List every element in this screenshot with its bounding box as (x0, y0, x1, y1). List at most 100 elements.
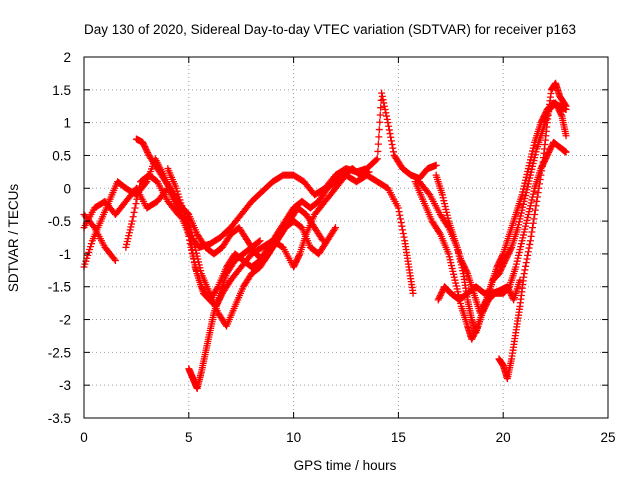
data-point-marker (522, 259, 530, 267)
data-point-marker (396, 215, 404, 223)
data-point-marker (131, 204, 139, 212)
data-point-marker (399, 226, 407, 234)
data-point-marker (529, 224, 537, 232)
data-point-marker (530, 215, 538, 223)
data-point-marker (524, 248, 532, 256)
data-point-marker (318, 235, 326, 243)
y-tick-label: -2 (59, 313, 71, 328)
y-tick-label: -1.5 (48, 280, 71, 295)
data-point-marker (374, 147, 382, 155)
data-point-marker (111, 256, 119, 264)
data-point-marker (425, 189, 433, 197)
data-point-marker (536, 180, 544, 188)
data-point-marker (384, 119, 392, 127)
data-point-marker (132, 200, 140, 208)
data-point-marker (528, 228, 536, 236)
data-point-marker (135, 186, 143, 194)
data-point-marker (381, 106, 389, 114)
data-point-marker (375, 126, 383, 134)
data-point-marker (516, 276, 524, 284)
y-tick-label: 1 (63, 116, 71, 131)
data-point-marker (387, 137, 395, 145)
data-point-marker (183, 221, 191, 229)
y-tick-label: -2.5 (48, 345, 71, 360)
data-point-marker (136, 182, 144, 190)
y-tick-labels: -3.5 -3 -2.5 -2 -1.5 -1 -0.5 0 0.5 1 1.5 2 (48, 50, 71, 426)
data-point-marker (399, 229, 407, 237)
data-point-marker (383, 115, 391, 123)
data-point-marker (507, 245, 515, 253)
data-point-marker (130, 208, 138, 216)
data-point-marker (378, 92, 386, 100)
x-tick-label: 20 (496, 430, 511, 445)
data-point-marker (183, 225, 191, 233)
data-point-marker (396, 211, 404, 219)
data-point-marker (134, 191, 142, 199)
data-point-marker (526, 237, 534, 245)
data-point-marker (385, 122, 393, 130)
data-point-marker (376, 111, 384, 119)
series-trace-11 (434, 276, 524, 304)
x-tick-label: 5 (185, 430, 193, 445)
data-point-marker (397, 219, 405, 227)
data-point-marker (376, 118, 384, 126)
data-point-marker (435, 229, 443, 237)
axis-ticks (83, 56, 609, 419)
data-point-marker (185, 236, 193, 244)
data-point-marker (463, 268, 471, 276)
data-point-marker (537, 171, 545, 179)
series-trace-7 (185, 237, 264, 392)
y-tick-label: -3.5 (48, 411, 71, 426)
data-point-marker (562, 102, 570, 110)
data-point-marker (182, 218, 190, 226)
series-trace-6 (164, 165, 373, 304)
data-point-marker (256, 237, 264, 245)
data-point-marker (319, 237, 327, 245)
data-point-marker (531, 211, 539, 219)
data-point-marker (531, 206, 539, 214)
data-point-marker (522, 262, 530, 270)
chart-title: Day 130 of 2020, Sidereal Day-to-day VTE… (84, 22, 576, 37)
data-point-marker (562, 132, 570, 140)
x-tick-label: 25 (600, 430, 615, 445)
data-point-marker (89, 222, 97, 230)
data-point-marker (473, 324, 481, 332)
data-point-marker (133, 195, 141, 203)
x-tick-label: 15 (391, 430, 406, 445)
data-point-marker (185, 232, 193, 240)
data-marks (80, 79, 570, 392)
data-point-marker (520, 270, 528, 278)
y-tick-label: 0 (63, 181, 71, 196)
data-point-marker (527, 232, 535, 240)
data-point-marker (388, 141, 396, 149)
y-tick-label: -0.5 (48, 214, 71, 229)
data-point-marker (295, 251, 303, 259)
data-point-marker (395, 208, 403, 216)
data-point-marker (499, 251, 507, 259)
data-point-marker (562, 148, 570, 156)
data-point-marker (389, 144, 397, 152)
data-point-marker (538, 162, 546, 170)
series-trace-4 (122, 171, 340, 330)
data-point-marker (557, 111, 565, 119)
data-point-marker (372, 156, 380, 164)
y-tick-label: -1 (59, 247, 71, 262)
data-point-marker (382, 109, 390, 117)
data-point-marker (375, 133, 383, 141)
data-point-marker (373, 155, 381, 163)
data-point-marker (534, 189, 542, 197)
y-tick-label: -3 (59, 378, 71, 393)
series-trace-8 (415, 138, 570, 337)
data-point-marker (529, 219, 537, 227)
grid-lines (84, 57, 608, 418)
data-point-marker (380, 102, 388, 110)
y-tick-label: 1.5 (52, 83, 71, 98)
data-point-marker (561, 101, 569, 109)
y-tick-label: 2 (63, 50, 71, 65)
x-tick-label: 0 (80, 430, 88, 445)
data-point-marker (387, 133, 395, 141)
data-point-marker (390, 148, 398, 156)
data-point-marker (129, 213, 137, 221)
data-point-marker (128, 217, 136, 225)
data-point-marker (380, 99, 388, 107)
